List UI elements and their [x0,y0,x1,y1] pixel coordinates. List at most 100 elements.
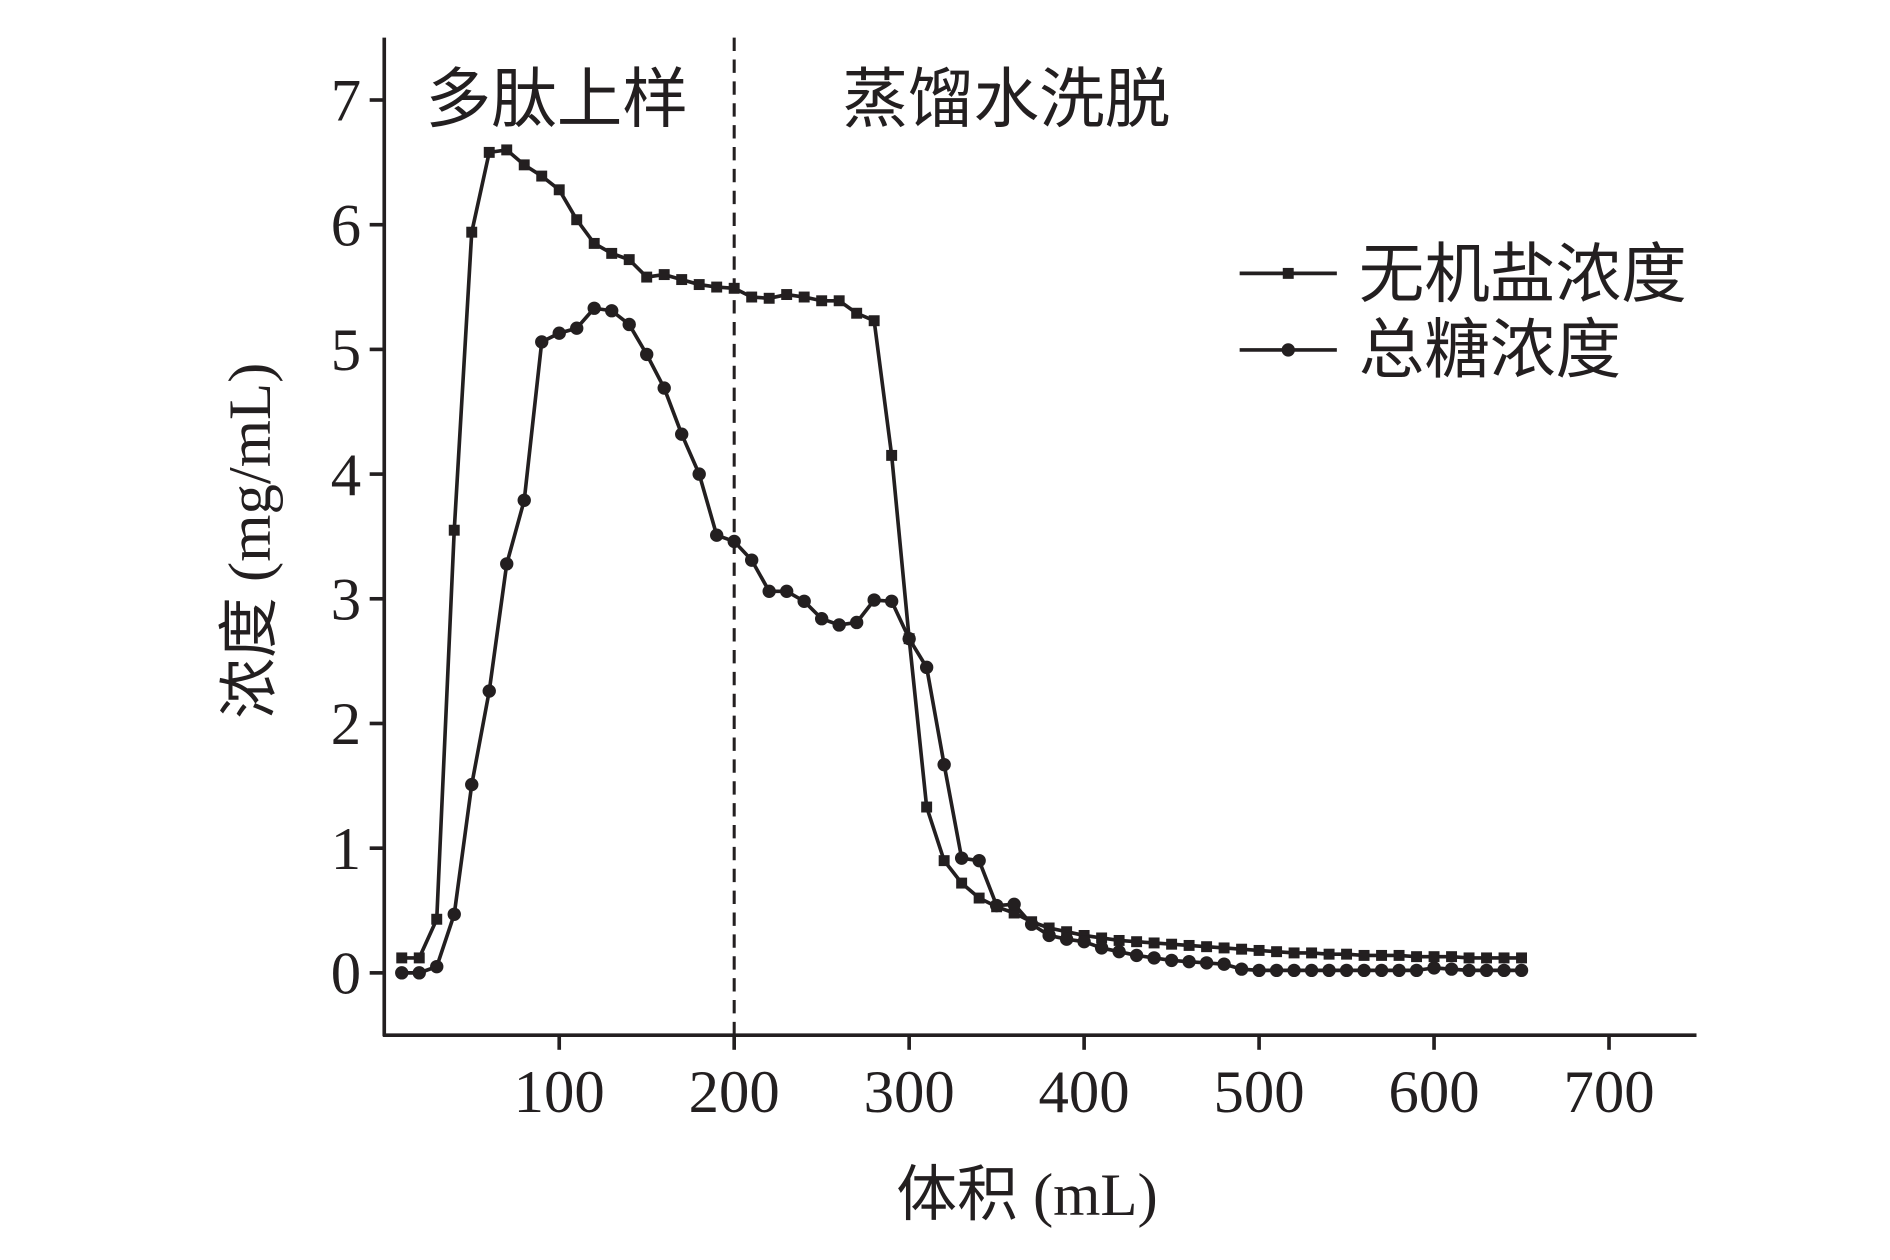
legend-square-marker [1282,267,1294,279]
total-sugar-concentration-point [849,615,864,630]
inorganic-salt-concentration-point [1148,937,1160,949]
total-sugar-concentration-point [1252,963,1266,978]
y-tick-label: 6 [331,192,361,259]
inorganic-salt-concentration-point [886,449,898,461]
inorganic-salt-concentration-point [483,146,495,158]
inorganic-salt-concentration-point [658,269,670,281]
inorganic-salt-concentration-point [711,281,723,293]
inorganic-salt-concentration-point [536,170,548,182]
inorganic-salt-concentration-point [728,282,740,294]
inorganic-salt-concentration-point [1323,948,1335,960]
total-sugar-concentration-point [1024,917,1039,931]
inorganic-salt-concentration-point [606,247,618,259]
total-sugar-concentration-point [1182,954,1196,969]
total-sugar-concentration-point [640,347,654,362]
total-sugar-concentration-point [1217,957,1231,971]
total-sugar-concentration-point [1462,963,1476,978]
legend-label-total-sugar: 总糖浓度 [1359,315,1621,387]
total-sugar-concentration-point [954,851,969,865]
total-sugar-concentration-point [395,966,409,980]
inorganic-salt-concentration-point [1253,944,1265,956]
total-sugar-concentration-point [1199,956,1214,970]
inorganic-salt-concentration-point [553,184,565,196]
data-series [395,144,1529,980]
total-sugar-concentration-point [1007,897,1021,911]
y-tick-label: 2 [331,691,361,758]
total-sugar-concentration-point [867,593,881,607]
total-sugar-concentration-point [710,528,724,542]
total-sugar-concentration-point [1339,963,1354,978]
total-sugar-concentration-point [937,757,951,772]
x-tick-label: 100 [514,1059,605,1126]
y-axis-title: 浓度 (mg/mL) [217,363,284,719]
inorganic-salt-concentration-point [571,214,583,226]
total-sugar-concentration-point [447,907,461,921]
y-tick-label: 4 [331,442,361,509]
inorganic-salt-concentration-point [938,855,950,867]
legend: 无机盐浓度 总糖浓度 [1239,239,1687,387]
total-sugar-concentration-point [1234,962,1249,976]
total-sugar-concentration-point [919,660,934,675]
total-sugar-concentration-point [1392,963,1406,978]
total-sugar-concentration-point [1322,963,1336,978]
inorganic-salt-concentration-point [1358,949,1370,961]
total-sugar-concentration-point [517,493,531,507]
inorganic-salt-concentration-point [973,892,985,904]
total-sugar-concentration-point [832,618,846,632]
total-sugar-concentration-point [692,467,706,481]
total-sugar-concentration-point [972,853,986,868]
inorganic-salt-concentration-point [1008,907,1020,919]
inorganic-salt-concentration-point [1131,936,1143,948]
elution-phase-label: 蒸馏水洗脱 [842,65,1170,137]
inorganic-salt-concentration-point [413,952,425,964]
inorganic-salt-concentration-point [921,801,933,813]
total-sugar-concentration-point [605,304,619,318]
inorganic-salt-concentration-point [1236,943,1248,955]
y-tick-label: 3 [331,566,361,633]
legend-label-inorganic-salt: 无机盐浓度 [1359,239,1687,311]
total-sugar-concentration-point [535,335,549,349]
inorganic-salt-concentration-point [798,291,810,303]
x-tick-label: 700 [1563,1059,1654,1126]
total-sugar-concentration-point [570,321,584,335]
inorganic-salt-concentration-point [1043,922,1055,934]
inorganic-salt-concentration-point [1376,949,1388,961]
inorganic-salt-concentration-point [851,307,863,319]
total-sugar-concentration-point [657,381,671,395]
inorganic-salt-concentration-point [956,877,968,889]
inorganic-salt-concentration-point [396,952,408,964]
total-sugar-concentration-point [989,898,1004,913]
total-sugar-concentration-point [797,594,811,608]
total-sugar-concentration-point [1444,962,1459,976]
inorganic-salt-concentration-series [396,144,1528,964]
total-sugar-concentration-point [465,777,479,792]
total-sugar-concentration-point [412,966,426,980]
inorganic-salt-concentration-point [1096,932,1108,944]
inorganic-salt-concentration-point [466,226,478,238]
total-sugar-concentration-point [1094,941,1109,955]
inorganic-salt-concentration-point [623,254,635,266]
inorganic-salt-concentration-point [1166,938,1178,950]
total-sugar-concentration-point [1409,963,1424,978]
total-sugar-concentration-point [779,584,794,598]
inorganic-salt-concentration-point [1446,951,1458,963]
total-sugar-concentration-point [1514,963,1529,978]
inorganic-salt-concentration-point [588,237,600,249]
total-sugar-concentration-point [587,301,601,315]
y-tick-label: 1 [331,816,361,883]
inorganic-salt-concentration-point [1428,951,1440,963]
total-sugar-concentration-point [1042,928,1056,943]
inorganic-salt-concentration-point [1481,952,1493,964]
legend-entry-inorganic-salt: 无机盐浓度 [1239,239,1687,311]
inorganic-salt-concentration-point [1463,952,1475,964]
total-sugar-concentration-point [745,553,759,567]
total-sugar-concentration-point [1112,944,1126,959]
inorganic-salt-concentration-point [746,291,758,303]
inorganic-salt-concentration-point [1498,952,1510,964]
total-sugar-concentration-point [884,594,899,608]
inorganic-salt-concentration-point [1306,947,1318,959]
x-tick-label: 400 [1039,1059,1130,1126]
inorganic-salt-concentration-point [1113,934,1125,946]
total-sugar-concentration-point [1357,963,1371,978]
